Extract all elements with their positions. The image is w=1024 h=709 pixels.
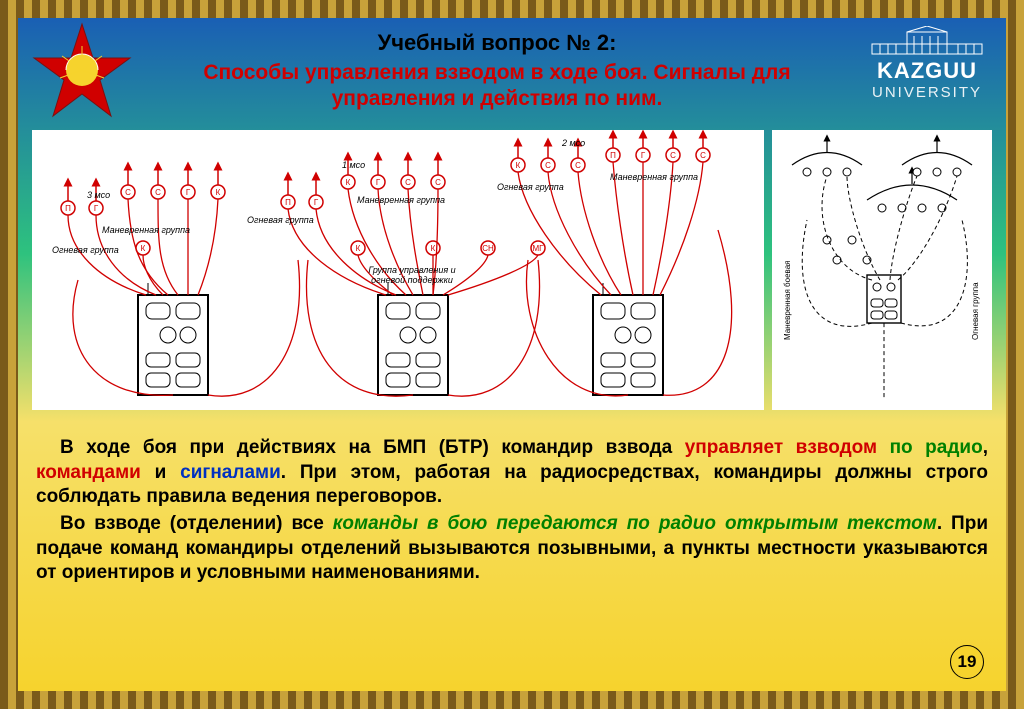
diagram-main: П Г С С Г К П Г К Г С С — [32, 130, 764, 410]
label-manevr2: Маневренная группа — [357, 195, 445, 205]
label-1mso: 1 мсо — [342, 160, 365, 170]
p1a: В ходе боя при действиях на БМП (БТР) ко… — [60, 437, 685, 458]
p1d: , — [983, 437, 988, 458]
svg-text:С: С — [670, 151, 676, 160]
svg-text:К: К — [431, 244, 436, 253]
svg-text:Г: Г — [314, 198, 319, 207]
p2a: Во взводе (отделении) все — [60, 513, 333, 534]
p1e: командами — [36, 462, 141, 483]
label-ognev3: Огневая группа — [497, 182, 564, 192]
logo-sub: UNIVERSITY — [862, 84, 992, 101]
svg-text:К: К — [216, 188, 221, 197]
svg-text:С: С — [700, 151, 706, 160]
star-emblem — [32, 22, 132, 122]
p2b: команды в бою передаются по радио открыт… — [333, 513, 937, 534]
logo-building-icon — [862, 26, 992, 56]
svg-text:К: К — [516, 161, 521, 170]
label-manevr1: Маневренная группа — [102, 225, 190, 235]
svg-text:СН: СН — [482, 244, 494, 253]
svg-text:П: П — [610, 151, 616, 160]
svg-text:П: П — [285, 198, 291, 207]
svg-text:С: С — [545, 161, 551, 170]
logo-name: KAZGUU — [862, 58, 992, 84]
svg-text:С: С — [155, 188, 161, 197]
svg-text:П: П — [65, 204, 71, 213]
svg-text:Г: Г — [94, 204, 99, 213]
svg-text:Г: Г — [186, 188, 191, 197]
label-2mso: 2 мсо — [562, 138, 585, 148]
svg-text:Маневренная боевая: Маневренная боевая — [783, 261, 792, 340]
svg-text:С: С — [125, 188, 131, 197]
title-main: Учебный вопрос № 2: — [142, 30, 852, 56]
label-3mso: 3 мсо — [87, 190, 110, 200]
svg-text:К: К — [346, 178, 351, 187]
p1f: и — [141, 462, 180, 483]
svg-text:Г: Г — [641, 151, 646, 160]
diagram-side: Маневренная боевая Огневая группа — [772, 130, 992, 410]
slide-content: Учебный вопрос № 2: Способы управления в… — [18, 18, 1006, 691]
svg-text:МГ: МГ — [533, 244, 545, 253]
label-ognev2: Огневая группа — [247, 215, 314, 225]
p1g: сигналами — [180, 462, 281, 483]
p1b: управляет взводом — [685, 437, 877, 458]
title-sub: Способы управления взводом в ходе боя. С… — [142, 60, 852, 113]
svg-text:К: К — [356, 244, 361, 253]
label-ognev1: Огневая группа — [52, 245, 119, 255]
p1c: по радио — [877, 437, 983, 458]
university-logo: KAZGUU UNIVERSITY — [862, 26, 992, 101]
svg-text:С: С — [575, 161, 581, 170]
label-group: Группа управления и огневой поддержки — [352, 265, 472, 285]
label-manevr3: Маневренная группа — [610, 172, 698, 182]
svg-text:К: К — [141, 244, 146, 253]
svg-text:С: С — [405, 178, 411, 187]
svg-text:С: С — [435, 178, 441, 187]
svg-text:Огневая группа: Огневая группа — [971, 282, 980, 340]
page-number: 19 — [950, 645, 984, 679]
diagram-row: П Г С С Г К П Г К Г С С — [32, 130, 992, 410]
body-text: В ходе боя при действиях на БМП (БТР) ко… — [32, 436, 992, 586]
header: Учебный вопрос № 2: Способы управления в… — [32, 26, 992, 122]
title-block: Учебный вопрос № 2: Способы управления в… — [142, 26, 852, 113]
svg-text:Г: Г — [376, 178, 381, 187]
